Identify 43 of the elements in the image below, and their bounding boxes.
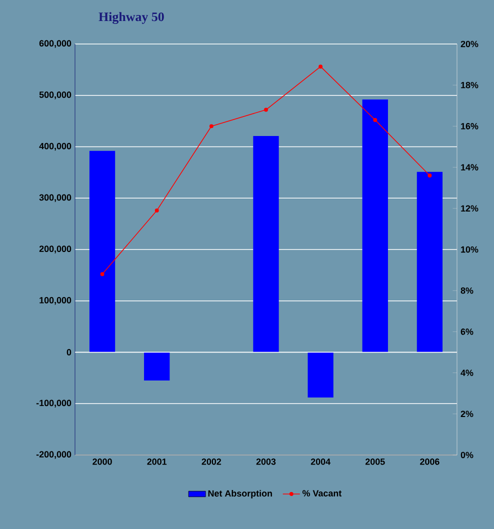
x-tick-label: 2003 [256, 458, 276, 465]
y2-tick-label: 20% [460, 40, 478, 48]
legend-label: Net Absorption [208, 490, 272, 498]
point [318, 64, 323, 69]
y2-tick-label: 6% [460, 328, 474, 335]
x-tick-label: 2004 [310, 458, 330, 465]
y-tick-label: -200,000 [36, 451, 72, 459]
bar [89, 150, 116, 352]
y2-tick-label: 14% [461, 164, 478, 170]
y-tick-label: -100,000 [36, 400, 72, 408]
legend-label: % Vacant [302, 490, 342, 496]
bar [308, 352, 334, 398]
y-tick-label: 200,000 [39, 246, 72, 254]
y-tick-label: 400,000 [39, 142, 72, 151]
y2-tick-label: 8% [460, 287, 474, 294]
y-tick-label: 100,000 [40, 297, 72, 305]
y2-tick-label: 2% [460, 410, 474, 418]
y2-tick-label: 0% [460, 452, 474, 458]
x-tick-label: 2002 [202, 458, 222, 465]
y-tick-label: 0 [66, 349, 72, 356]
x-tick-label: 2005 [365, 458, 385, 465]
point [373, 118, 378, 122]
y2-tick-label: 16% [461, 123, 478, 130]
x-tick-label: 2006 [420, 458, 440, 465]
y-tick-label: 500,000 [39, 92, 72, 100]
point [264, 108, 268, 112]
x-tick-label: 2000 [92, 458, 112, 465]
bar [144, 352, 170, 380]
point [100, 272, 104, 276]
bar [253, 136, 279, 352]
bar [416, 172, 443, 352]
y2-tick-label: 4% [460, 370, 474, 376]
x-tick-label: 2001 [147, 458, 167, 465]
point [428, 174, 432, 178]
chart-title: Highway 50 [98, 12, 164, 24]
point [154, 208, 159, 212]
y-tick-label: 600,000 [39, 40, 72, 48]
y2-tick-label: 10% [461, 246, 478, 253]
y-tick-label: 300,000 [39, 194, 72, 202]
point [209, 124, 214, 128]
y2-tick-label: 18% [461, 82, 478, 88]
y2-tick-label: 12% [461, 205, 478, 212]
bar [362, 99, 388, 352]
